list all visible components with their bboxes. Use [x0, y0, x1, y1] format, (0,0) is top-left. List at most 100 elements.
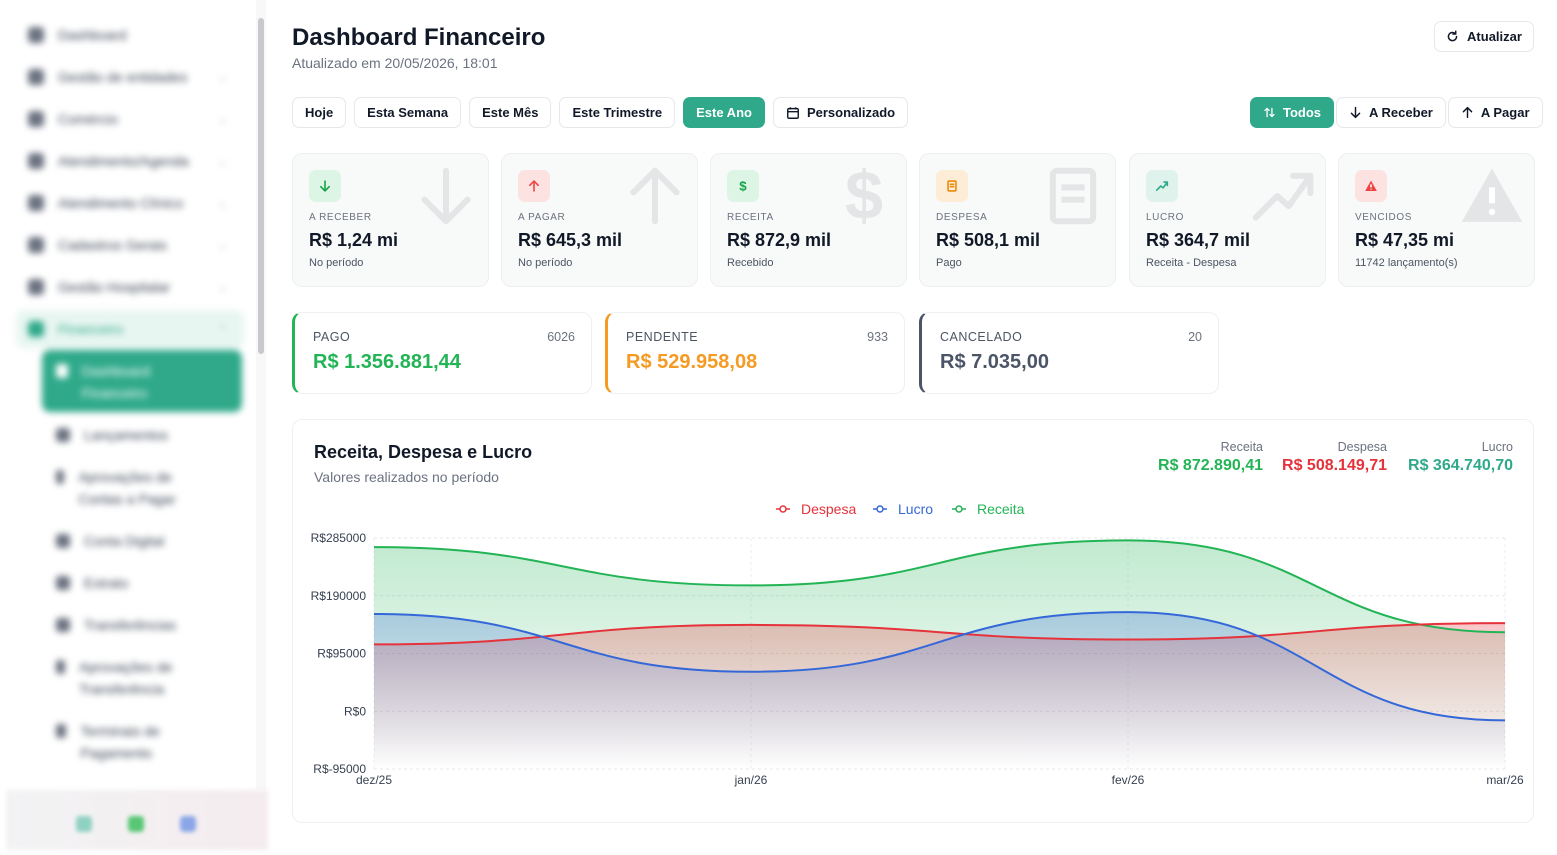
grid-icon — [56, 364, 68, 378]
area-fill-lucro — [374, 612, 1505, 769]
total-label: Despesa — [1337, 440, 1387, 454]
sidebar-subitem[interactable]: Transferências — [56, 614, 196, 636]
dollar-icon — [28, 321, 44, 337]
legend-item[interactable]: Despesa — [776, 501, 856, 517]
status-count: 20 — [1188, 330, 1202, 344]
period-filter-button[interactable]: Este Trimestre — [559, 97, 676, 128]
sidebar-item[interactable]: Financeiro ⌃ — [28, 318, 227, 340]
flow-filter-button[interactable]: A Receber — [1336, 97, 1446, 128]
flow-filter-button[interactable]: A Pagar — [1447, 97, 1543, 128]
kpi-label: A RECEBER — [309, 212, 372, 223]
period-filter-button[interactable]: Este Mês — [469, 97, 552, 128]
chevron-down-icon: ⌄ — [218, 197, 228, 210]
page-title: Dashboard Financeiro — [292, 24, 546, 51]
flow-filter-label: A Pagar — [1480, 105, 1530, 120]
footer-app-icon[interactable] — [128, 816, 144, 832]
sidebar-footer — [6, 790, 268, 850]
chart-legend: Despesa Lucro Receita — [776, 501, 1025, 517]
sidebar-menu: Dashboard Gestão de entidades ⌄ Comércio ⌄ At… — [0, 0, 258, 790]
status-count: 933 — [867, 330, 888, 344]
sidebar-item-label: Gestão de entidades — [58, 69, 188, 85]
chevron-down-icon: ⌄ — [218, 155, 228, 168]
period-filter-button[interactable]: Este Ano — [683, 97, 765, 128]
pencil-icon — [28, 237, 44, 253]
sidebar-item-label: Atendimento Clínico — [58, 195, 184, 211]
sidebar-active-highlight — [42, 350, 242, 412]
kpi-badge: $ — [727, 170, 759, 202]
sidebar-financeiro-highlight — [16, 310, 244, 348]
arrow-up-watermark-icon — [630, 167, 680, 225]
refresh-button[interactable]: Atualizar — [1434, 21, 1534, 52]
sidebar-scrollbar[interactable] — [258, 18, 264, 354]
receipt-icon — [56, 576, 70, 590]
sidebar-subitem-label: Conta Digital — [84, 533, 165, 549]
dollar-icon: $ — [739, 179, 747, 193]
status-label: CANCELADO — [940, 330, 1023, 344]
sidebar-item[interactable]: Dashboard — [28, 24, 127, 46]
series-line-lucro[interactable] — [373, 611, 1506, 722]
total-value: R$ 508.149,71 — [1282, 457, 1387, 474]
legend-label: Receita — [977, 501, 1025, 517]
sidebar-subitem-label: Dashboard Financeiro — [81, 363, 151, 401]
sidebar-subitem[interactable]: Lançamentos — [56, 424, 196, 446]
kpi-note: Pago — [936, 257, 962, 269]
chart-subtitle: Valores realizados no período — [314, 469, 499, 485]
total-value: R$ 872.890,41 — [1158, 457, 1263, 474]
series-line-receita[interactable] — [373, 539, 1506, 634]
arrow-up-icon — [1462, 106, 1473, 119]
sidebar-subitem[interactable]: Dashboard Financeiro — [56, 360, 196, 404]
kpi-card: DESPESA R$ 508,1 mil Pago — [919, 153, 1116, 287]
x-tick-label: jan/26 — [734, 773, 768, 787]
footer-app-icon[interactable] — [180, 816, 196, 832]
kpi-value: R$ 364,7 mil — [1146, 230, 1251, 250]
x-tick-label: mar/26 — [1486, 773, 1524, 787]
status-card: PAGO 6026 R$ 1.356.881,44 — [292, 312, 592, 394]
sidebar-item[interactable]: Cadastros Gerais ⌄ — [28, 234, 227, 256]
flow-filter-label: A Receber — [1369, 105, 1433, 120]
flow-filter-button[interactable]: Todos — [1250, 97, 1335, 128]
sidebar-item[interactable]: Comércio ⌄ — [28, 108, 227, 130]
kpi-value: R$ 1,24 mi — [309, 230, 399, 250]
hospital-icon — [28, 279, 44, 295]
kpi-note: Receita - Despesa — [1146, 257, 1237, 269]
legend-item[interactable]: Receita — [952, 501, 1025, 517]
period-filter-button[interactable]: Hoje — [292, 97, 347, 128]
sort-arrows-icon — [1264, 107, 1275, 118]
sidebar-subitem-label: Aprovações de Transferência — [79, 659, 173, 697]
sidebar-subitem-label: Transferências — [84, 617, 177, 633]
sidebar-item[interactable]: Gestão Hospitalar ⌄ — [28, 276, 227, 298]
kpi-card: VENCIDOS R$ 47,35 mi 11742 lançamento(s) — [1338, 153, 1535, 287]
sidebar-subitem[interactable]: Aprovações de Contas a Pagar — [56, 466, 196, 510]
sidebar-item[interactable]: Gestão de entidades ⌄ — [28, 66, 227, 88]
kpi-label: RECEITA — [727, 212, 774, 223]
kpi-badge — [309, 170, 341, 202]
chevron-down-icon: ⌄ — [218, 239, 228, 252]
arrow-down-icon — [320, 180, 330, 192]
last-updated: Atualizado em 20/05/2026, 18:01 — [292, 55, 498, 71]
sidebar-item[interactable]: Atendimento Clínico ⌄ — [28, 192, 227, 214]
y-tick-label: R$285000 — [311, 531, 367, 545]
series-line-despesa[interactable] — [373, 622, 1506, 646]
sidebar-item-label: Atendimento/Agenda — [58, 153, 189, 169]
sidebar-subitem[interactable]: Terminais de Pagamento — [56, 720, 196, 764]
flow-filter-group: Todos A Receber A Pagar — [1250, 97, 1543, 128]
sidebar: Dashboard Gestão de entidades ⌄ Comércio ⌄ At… — [0, 0, 268, 855]
flow-filter-label: Todos — [1283, 105, 1322, 120]
list-icon — [56, 428, 70, 442]
period-filter-label: Esta Semana — [367, 105, 449, 120]
sidebar-item[interactable]: Atendimento/Agenda ⌄ — [28, 150, 227, 172]
status-value: R$ 1.356.881,44 — [313, 351, 461, 373]
sidebar-subitem-label: Lançamentos — [84, 427, 169, 443]
period-filter-button[interactable]: Esta Semana — [354, 97, 462, 128]
legend-item[interactable]: Lucro — [873, 501, 933, 517]
footer-app-icon[interactable] — [76, 816, 92, 832]
sidebar-subitem[interactable]: Extrato — [56, 572, 196, 594]
arrow-down-watermark-icon — [421, 167, 471, 225]
kpi-value: R$ 47,35 mi — [1355, 230, 1455, 250]
kpi-note: No período — [518, 257, 573, 269]
sidebar-subitem[interactable]: Conta Digital — [56, 530, 196, 552]
period-filter-button[interactable]: Personalizado — [772, 97, 909, 128]
sidebar-subitem[interactable]: Aprovações de Transferência — [56, 656, 196, 700]
sidebar-scroll-track — [256, 0, 266, 790]
receipt-icon — [947, 180, 957, 192]
